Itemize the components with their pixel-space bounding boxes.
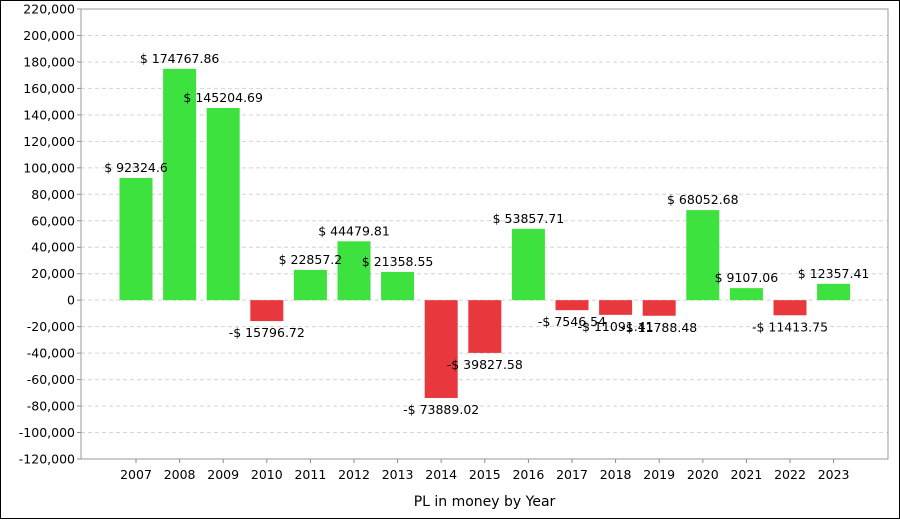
bar-2022 — [773, 300, 807, 316]
y-tick-label: 220,000 — [23, 2, 75, 17]
bar-2013 — [381, 271, 415, 301]
y-tick-label: 160,000 — [23, 81, 75, 96]
x-tick-label: 2014 — [425, 467, 457, 482]
data-label-2021: $ 9107.06 — [715, 270, 779, 285]
bar-2007 — [119, 177, 153, 301]
data-label-2019: -$ 11788.48 — [621, 320, 697, 335]
bar-2021 — [729, 288, 763, 301]
x-tick-label: 2018 — [600, 467, 632, 482]
bar-2017 — [555, 300, 589, 311]
y-tick-label: -80,000 — [27, 399, 75, 414]
x-axis-label: PL in money by Year — [414, 494, 556, 510]
data-label-2016: $ 53857.71 — [493, 211, 565, 226]
x-tick-label: 2020 — [687, 467, 719, 482]
y-tick-label: 200,000 — [23, 28, 75, 43]
x-tick-label: 2008 — [164, 467, 196, 482]
x-tick-label: 2013 — [382, 467, 414, 482]
y-tick-label: 140,000 — [23, 107, 75, 122]
bars — [119, 68, 851, 398]
y-tick-label: -100,000 — [19, 425, 75, 440]
bar-2016 — [511, 228, 545, 301]
y-tick-label: -120,000 — [19, 452, 75, 467]
y-tick-label: -60,000 — [27, 372, 75, 387]
bar-2009 — [206, 107, 240, 301]
x-tick-label: 2022 — [774, 467, 806, 482]
x-tick-label: 2012 — [338, 467, 370, 482]
data-label-2017: -$ 7546.54 — [538, 314, 606, 329]
y-tick-label: 80,000 — [31, 187, 75, 202]
x-tick-label: 2021 — [730, 467, 762, 482]
data-label-2010: -$ 15796.72 — [229, 325, 305, 340]
x-tick-label: 2023 — [818, 467, 850, 482]
data-label-2018: -$ 11091.41 — [578, 319, 654, 334]
x-tick-label: 2019 — [643, 467, 675, 482]
bar-2012 — [337, 241, 371, 301]
y-tick-label: 20,000 — [31, 266, 75, 281]
data-label-2020: $ 68052.68 — [667, 192, 739, 207]
y-tick-label: 120,000 — [23, 134, 75, 149]
data-label-2011: $ 22857.2 — [279, 252, 343, 267]
bar-2015 — [468, 300, 502, 353]
y-tick-label: 100,000 — [23, 160, 75, 175]
x-tick-label: 2011 — [294, 467, 326, 482]
data-label-2013: $ 21358.55 — [362, 254, 434, 269]
x-tick-label: 2017 — [556, 467, 588, 482]
bar-2020 — [686, 210, 720, 301]
data-labels: $ 92324.6 $ 174767.86 $ 145204.69 -$ 15796.… — [104, 51, 869, 417]
bar-2010 — [250, 300, 284, 322]
bar-2008 — [163, 68, 197, 301]
grid-lines — [81, 8, 888, 460]
bar-2014 — [424, 300, 458, 398]
x-tick-label: 2007 — [120, 467, 152, 482]
data-label-2023: $ 12357.41 — [798, 266, 870, 281]
y-tick-label: 40,000 — [31, 240, 75, 255]
x-tick-label: 2016 — [512, 467, 544, 482]
data-label-2009: $ 145204.69 — [183, 90, 263, 105]
x-axis-ticks: 2007 2008 2009 2010 2011 2012 2013 2014 2015 2016… — [120, 459, 850, 482]
bar-2018 — [599, 300, 633, 315]
data-label-2007: $ 92324.6 — [104, 160, 168, 175]
data-label-2008: $ 174767.86 — [140, 51, 220, 66]
bar-2019 — [642, 300, 676, 316]
y-tick-label: -40,000 — [27, 346, 75, 361]
data-label-2014: -$ 73889.02 — [403, 402, 479, 417]
y-tick-label: 60,000 — [31, 213, 75, 228]
data-label-2015: -$ 39827.58 — [447, 357, 523, 372]
bar-2011 — [293, 269, 327, 301]
y-tick-label: -20,000 — [27, 319, 75, 334]
x-tick-label: 2010 — [251, 467, 283, 482]
data-label-2012: $ 44479.81 — [318, 223, 390, 238]
x-tick-label: 2009 — [207, 467, 239, 482]
x-tick-label: 2015 — [469, 467, 501, 482]
y-axis-ticks: 220,000 200,000 180,000 160,000 140,000 120,0… — [19, 2, 81, 467]
bar-2023 — [817, 283, 851, 301]
data-label-2022: -$ 11413.75 — [752, 319, 828, 334]
plot-area-border — [80, 8, 889, 460]
y-tick-label: 0 — [67, 293, 75, 308]
y-tick-label: 180,000 — [23, 54, 75, 69]
